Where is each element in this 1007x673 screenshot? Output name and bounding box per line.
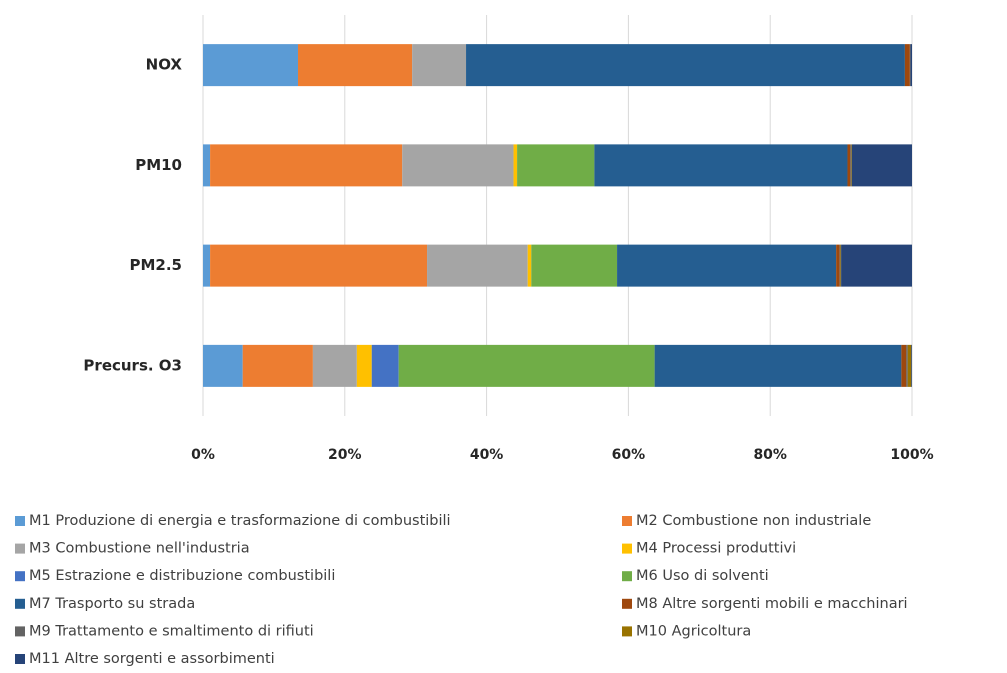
bar-segment	[356, 344, 372, 387]
legend-label: M4 Processi produttivi	[636, 541, 796, 557]
legend-swatch	[622, 626, 632, 637]
bar-segment	[242, 344, 313, 387]
legend-label: M6 Uso di solventi	[636, 568, 769, 584]
legend-label: M2 Combustione non industriale	[636, 513, 871, 529]
bar-segment	[312, 344, 357, 387]
bar-segment	[836, 244, 840, 287]
bar-segment	[911, 344, 912, 387]
legend-label: M11 Altre sorgenti e assorbimenti	[29, 651, 275, 667]
bar-segment	[594, 144, 848, 187]
x-tick-label: 20%	[328, 447, 362, 463]
x-tick-label: 40%	[470, 447, 504, 463]
legend-label: M8 Altre sorgenti mobili e macchinari	[636, 596, 908, 612]
bar-segment	[910, 44, 912, 87]
bar-segment	[841, 244, 912, 287]
bar-segment	[909, 44, 911, 87]
legend-swatch	[622, 543, 632, 554]
legend-swatch	[15, 516, 25, 526]
x-tick-label: 0%	[191, 447, 215, 463]
bar-segment	[851, 144, 852, 187]
bar-segment	[617, 244, 837, 287]
bar-segment	[412, 44, 467, 87]
bar-segment	[210, 244, 428, 287]
bar-segment	[531, 244, 618, 287]
x-tick-label: 60%	[612, 447, 646, 463]
bar-segment	[901, 344, 907, 387]
bar-segment	[904, 44, 910, 87]
legend-label: M10 Agricoltura	[636, 623, 751, 639]
y-tick-label: NOX	[146, 56, 183, 74]
bar-segment	[847, 144, 851, 187]
legend-swatch	[622, 516, 632, 526]
x-tick-label: 80%	[753, 447, 787, 463]
legend-swatch	[622, 571, 632, 582]
legend-swatch	[15, 654, 25, 664]
bar-segment	[203, 44, 299, 87]
legend-swatch	[622, 598, 632, 609]
legend-label: M3 Combustione nell'industria	[29, 541, 250, 557]
x-tick-label: 100%	[890, 447, 933, 463]
legend-swatch	[15, 571, 25, 582]
legend-swatch	[15, 543, 25, 554]
bar-segment	[517, 144, 595, 187]
bar-segment	[427, 244, 528, 287]
legend-label: M1 Produzione di energia e trasformazion…	[29, 513, 451, 529]
bar-segment	[466, 44, 905, 87]
bar-segment	[840, 244, 842, 287]
bar-segment	[654, 344, 902, 387]
bar-segment	[371, 344, 399, 387]
legend-label: M7 Trasporto su strada	[29, 596, 195, 612]
bar-segment	[906, 344, 908, 387]
legend-label: M9 Trattamento e smaltimento di rifiuti	[29, 623, 314, 639]
bar-segment	[907, 344, 912, 387]
bar-segment	[513, 144, 518, 187]
legend-swatch	[15, 598, 25, 609]
bar-segment	[839, 244, 841, 287]
bar-segment	[851, 144, 912, 187]
y-tick-label: PM2.5	[130, 256, 183, 274]
legend-label: M5 Estrazione e distribuzione combustibi…	[29, 568, 335, 584]
bar-segment	[210, 144, 403, 187]
bar-segment	[298, 44, 413, 87]
y-tick-label: Precurs. O3	[83, 356, 182, 374]
bar-segment	[398, 344, 655, 387]
bar-segment	[203, 344, 243, 387]
bar-segment	[527, 244, 532, 287]
legend-swatch	[15, 626, 25, 637]
bar-segment	[850, 144, 852, 187]
bar-segment	[402, 144, 514, 187]
y-tick-label: PM10	[135, 156, 182, 174]
bar-segment	[203, 244, 211, 287]
bar-segment	[203, 144, 211, 187]
